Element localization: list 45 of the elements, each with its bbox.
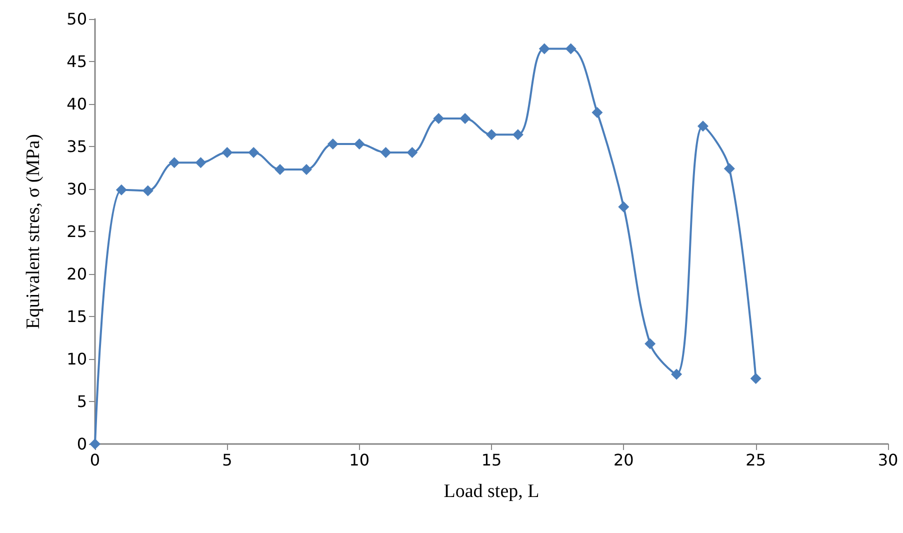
y-tick-label: 10 (66, 350, 87, 368)
x-tick-label: 25 (746, 450, 766, 470)
y-tick-label: 25 (66, 222, 87, 241)
x-tick-label: 30 (878, 450, 898, 470)
point (644, 338, 656, 350)
y-tick-label: 0 (76, 434, 87, 454)
point (697, 120, 708, 132)
point (750, 373, 762, 384)
y-tick-label: 35 (66, 137, 87, 156)
point (565, 43, 576, 54)
x-tick-label: 20 (613, 450, 634, 470)
x-tick-label: 5 (222, 450, 232, 470)
point (327, 138, 338, 150)
point (460, 112, 471, 124)
y-tick-label: 15 (66, 307, 87, 326)
point (406, 146, 418, 158)
point (248, 146, 260, 158)
y-tick-label: 30 (66, 180, 87, 198)
y-tick-label: 40 (66, 94, 87, 114)
point (618, 201, 630, 212)
point (486, 129, 497, 140)
point (592, 107, 603, 118)
y-tick-label: 45 (66, 52, 87, 71)
y-tick-label: 50 (66, 10, 87, 28)
point (168, 157, 180, 168)
point (512, 129, 524, 140)
point (116, 184, 127, 196)
point (671, 368, 682, 380)
point (724, 163, 735, 174)
y-axis-title: Equivalent stres, σ (MPa) (23, 134, 44, 329)
point (354, 138, 365, 150)
point (433, 112, 444, 124)
x-tick-label: 0 (90, 450, 100, 470)
point (274, 164, 286, 175)
point (538, 43, 550, 54)
x-tick-label: 10 (349, 450, 370, 470)
point (222, 146, 233, 158)
x-axis-title: Load step, L (444, 481, 540, 502)
point (142, 185, 154, 196)
y-tick-label: 20 (66, 264, 87, 284)
y-tick-label: 5 (76, 392, 87, 411)
x-tick-label: 15 (481, 450, 502, 470)
point (195, 157, 206, 168)
point (380, 146, 392, 158)
point (300, 164, 312, 175)
